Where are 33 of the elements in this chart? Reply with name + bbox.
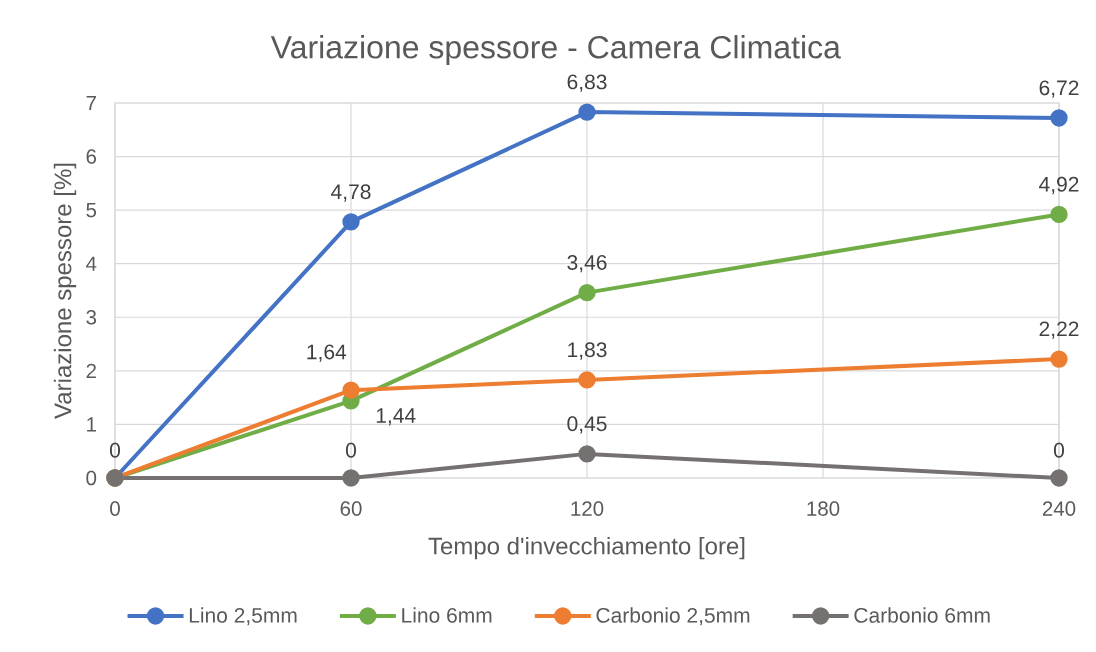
data-label: 0 <box>345 442 357 458</box>
data-label: 1,83 <box>568 342 607 360</box>
data-label: 6,83 <box>567 74 607 92</box>
legend-label: Carbonio 6mm <box>854 607 990 623</box>
x-tick-label: 0 <box>110 501 120 516</box>
data-label: 1,44 <box>376 408 416 426</box>
data-label: 0 <box>109 442 121 458</box>
legend-label: Carbonio 2,5mm <box>596 607 750 626</box>
data-label: 1,64 <box>307 344 347 362</box>
y-tick-label: 3 <box>86 310 97 325</box>
y-tick-label: 7 <box>86 95 96 111</box>
y-tick-label: 4 <box>86 256 97 271</box>
y-tick-label: 6 <box>86 149 97 164</box>
legend-label: Lino 6mm <box>402 607 492 623</box>
y-tick-label: 5 <box>86 202 97 218</box>
y-tick-label: 2 <box>86 363 96 379</box>
data-label: 2,22 <box>1039 321 1079 339</box>
data-label: 3,46 <box>567 255 607 273</box>
y-axis-title: Variazione spessore [%] <box>53 163 77 419</box>
x-tick-label: 180 <box>807 501 840 516</box>
data-label: 0 <box>1053 442 1065 458</box>
x-axis-title: Tempo d'invecchiamento [ore] <box>428 536 745 560</box>
y-tick-label: 1 <box>87 417 96 432</box>
chart-title: Variazione spessore - Camera Climatica <box>270 35 841 65</box>
y-tick-label: 0 <box>86 470 97 486</box>
data-label: 4,92 <box>1039 176 1079 195</box>
data-label: 4,78 <box>331 184 371 202</box>
x-tick-label: 120 <box>571 501 604 516</box>
legend-label: Lino 2,5mm <box>189 607 297 626</box>
data-label: 6,72 <box>1039 80 1079 98</box>
x-tick-label: 240 <box>1042 501 1076 516</box>
x-tick-label: 60 <box>340 501 362 516</box>
data-label: 0,45 <box>567 416 607 434</box>
